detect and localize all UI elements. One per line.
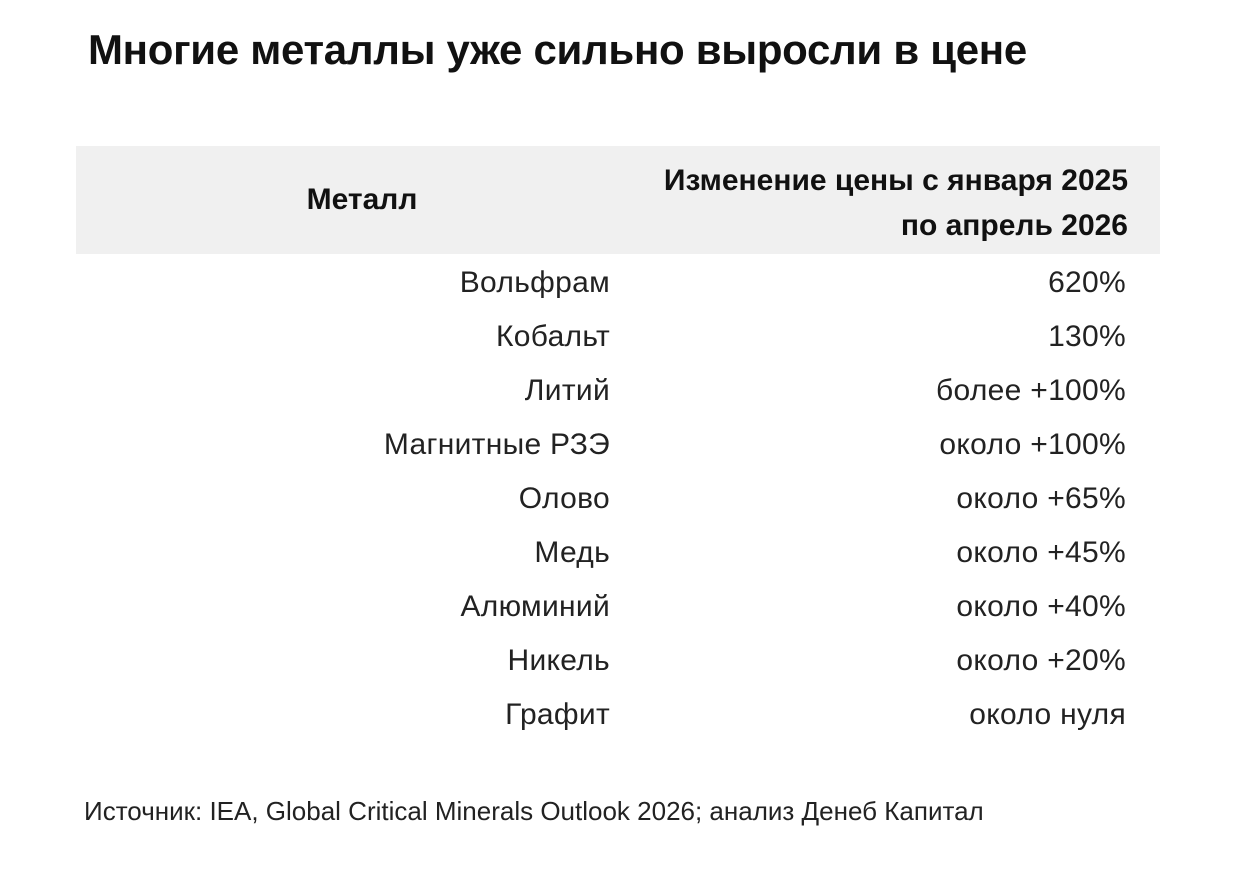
metal-name: Алюминий: [460, 590, 610, 623]
title: Многие металлы уже сильно выросли в цене: [88, 26, 1027, 73]
source-note: Источник: IEA, Global Critical Minerals …: [84, 796, 984, 826]
price-change: около +20%: [956, 644, 1126, 677]
metal-name: Литий: [524, 374, 610, 407]
column-header: Изменение цены с января 2025 по апрель 2…: [663, 164, 1128, 242]
column-header: Металл: [306, 183, 418, 216]
price-change: около нуля: [969, 698, 1126, 731]
price-change: более +100%: [936, 374, 1126, 407]
metal-name: Медь: [534, 536, 610, 569]
price-change: около +40%: [956, 590, 1126, 623]
price-change: около +65%: [956, 482, 1126, 515]
price-change: 130%: [1048, 320, 1126, 353]
price-change: 620%: [1048, 266, 1126, 299]
metal-name: Вольфрам: [459, 266, 610, 299]
price-change: около +100%: [939, 428, 1126, 461]
metal-name: Олово: [518, 482, 610, 515]
metal-name: Кобальт: [496, 320, 610, 353]
metal-name: Графит: [505, 698, 610, 731]
price-change: около +45%: [956, 536, 1126, 569]
header-background: [76, 146, 1160, 254]
metal-name: Магнитные РЗЭ: [383, 428, 610, 461]
metal-name: Никель: [507, 644, 610, 677]
